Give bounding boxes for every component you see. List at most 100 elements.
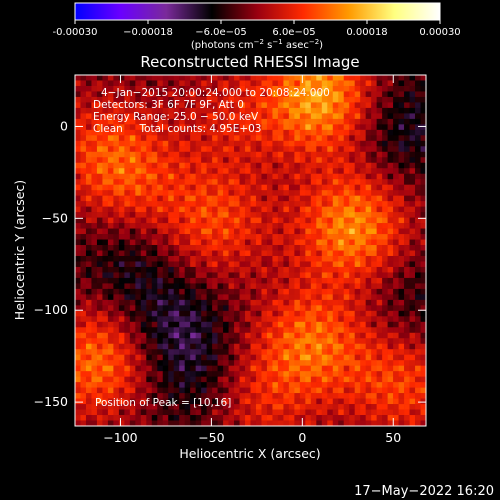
heatmap-cell — [168, 266, 175, 273]
heatmap-cell — [245, 173, 251, 180]
heatmap-cell — [102, 113, 109, 120]
heatmap-cell — [255, 190, 262, 196]
heatmap-cell — [261, 354, 268, 361]
heatmap-cell — [80, 184, 87, 191]
heatmap-cell — [327, 107, 334, 114]
heatmap-cell — [245, 195, 251, 202]
heatmap-cell — [173, 387, 180, 394]
heatmap-cell — [217, 321, 224, 328]
heatmap-cell — [217, 212, 224, 218]
heatmap-cell — [118, 343, 125, 350]
heatmap-cell — [332, 206, 339, 213]
heatmap-cell — [179, 146, 186, 153]
heatmap-cell — [135, 338, 142, 345]
heatmap-cell — [245, 201, 251, 207]
heatmap-cell — [376, 349, 383, 356]
heatmap-cell — [113, 338, 120, 345]
heatmap-cell — [168, 190, 175, 196]
heatmap-cell — [206, 409, 213, 416]
heatmap-cell — [245, 140, 251, 147]
heatmap-cell — [184, 212, 191, 218]
heatmap-cell — [387, 75, 394, 81]
heatmap-cell — [75, 190, 81, 196]
heatmap-cell — [310, 113, 317, 120]
heatmap-cell — [195, 157, 202, 164]
heatmap-cell — [91, 85, 98, 92]
heatmap-cell — [118, 420, 125, 427]
heatmap-cell — [327, 409, 334, 416]
heatmap-cell — [409, 255, 416, 262]
heatmap-cell — [387, 124, 394, 131]
heatmap-cell — [140, 146, 147, 153]
heatmap-cell — [283, 239, 290, 246]
heatmap-cell — [173, 343, 180, 350]
heatmap-cell — [398, 343, 405, 350]
heatmap-cell — [327, 382, 334, 388]
heatmap-cell — [382, 332, 388, 339]
heatmap-cell — [382, 338, 388, 345]
heatmap-cell — [349, 338, 356, 345]
heatmap-cell — [266, 393, 273, 399]
heatmap-cell — [305, 404, 312, 410]
heatmap-cell — [349, 398, 356, 405]
heatmap-cell — [173, 135, 180, 142]
heatmap-cell — [316, 157, 323, 164]
heatmap-cell — [261, 168, 268, 175]
heatmap-cell — [146, 201, 153, 207]
heatmap-cell — [393, 91, 399, 98]
heatmap-cell — [162, 151, 169, 158]
heatmap-cell — [371, 393, 377, 399]
heatmap-cell — [398, 102, 405, 109]
heatmap-cell — [212, 305, 218, 312]
heatmap-cell — [151, 146, 158, 153]
heatmap-cell — [146, 118, 153, 125]
heatmap-cell — [365, 234, 372, 240]
heatmap-cell — [299, 371, 306, 377]
heatmap-cell — [85, 140, 92, 147]
heatmap-cell — [332, 305, 339, 312]
heatmap-cell — [360, 206, 367, 213]
heatmap-cell — [179, 420, 186, 427]
heatmap-cell — [376, 387, 383, 394]
heatmap-cell — [255, 250, 262, 257]
heatmap-cell — [349, 107, 356, 114]
heatmap-cell — [272, 228, 279, 235]
heatmap-cell — [299, 310, 306, 317]
heatmap-cell — [393, 266, 399, 273]
heatmap-cell — [321, 168, 328, 175]
heatmap-cell — [96, 146, 103, 153]
heatmap-cell — [393, 173, 399, 180]
heatmap-cell — [173, 102, 180, 109]
heatmap-cell — [118, 354, 125, 361]
heatmap-cell — [135, 234, 142, 240]
heatmap-cell — [157, 354, 164, 361]
heatmap-cell — [75, 96, 81, 103]
heatmap-cell — [212, 212, 218, 218]
heatmap-cell — [338, 85, 345, 92]
heatmap-cell — [245, 349, 251, 356]
heatmap-cell — [415, 157, 421, 164]
heatmap-cell — [91, 113, 98, 120]
heatmap-cell — [102, 288, 109, 295]
heatmap-cell — [409, 338, 416, 345]
heatmap-cell — [190, 338, 196, 345]
heatmap-cell — [135, 190, 142, 196]
heatmap-cell — [376, 239, 383, 246]
heatmap-cell — [129, 299, 136, 306]
heatmap-cell — [118, 146, 125, 153]
heatmap-cell — [255, 349, 262, 356]
heatmap-cell — [157, 266, 164, 273]
heatmap-cell — [404, 255, 410, 262]
heatmap-cell — [371, 316, 377, 323]
heatmap-cell — [91, 223, 98, 229]
heatmap-cell — [404, 223, 410, 229]
heatmap-cell — [228, 409, 235, 416]
heatmap-cell — [140, 107, 147, 114]
heatmap-cell — [113, 371, 120, 377]
heatmap-cell — [310, 173, 317, 180]
heatmap-cell — [365, 294, 372, 301]
heatmap-cell — [195, 162, 202, 169]
heatmap-cell — [91, 277, 98, 284]
heatmap-cell — [409, 75, 416, 81]
heatmap-cell — [234, 140, 240, 147]
